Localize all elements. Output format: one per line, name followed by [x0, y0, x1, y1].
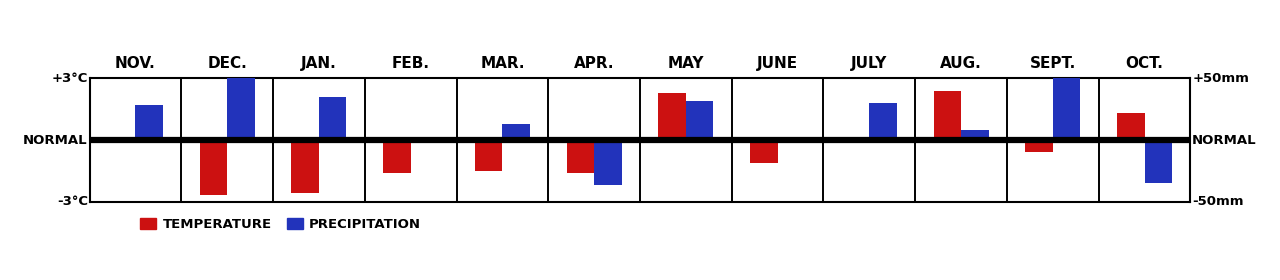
Bar: [136, 105, 163, 140]
Bar: [1117, 113, 1144, 140]
Bar: [961, 130, 988, 140]
Bar: [319, 97, 347, 140]
Bar: [686, 101, 713, 140]
Bar: [292, 140, 319, 193]
Bar: [1144, 140, 1172, 183]
Text: +50mm: +50mm: [1192, 72, 1249, 85]
Legend: TEMPERATURE, PRECIPITATION: TEMPERATURE, PRECIPITATION: [140, 218, 421, 231]
Bar: [658, 93, 686, 140]
Bar: [200, 140, 228, 195]
Bar: [383, 140, 411, 173]
Bar: [1025, 140, 1053, 152]
Bar: [869, 103, 897, 140]
Bar: [567, 140, 594, 173]
Bar: [750, 140, 778, 163]
Text: NORMAL: NORMAL: [23, 134, 88, 146]
Text: -50mm: -50mm: [1192, 195, 1244, 208]
Bar: [1053, 70, 1080, 140]
Bar: [503, 123, 530, 140]
Bar: [475, 140, 503, 171]
Text: -3°C: -3°C: [56, 195, 88, 208]
Bar: [933, 91, 961, 140]
Text: NORMAL: NORMAL: [1192, 134, 1257, 146]
Bar: [594, 140, 622, 185]
Bar: [228, 78, 255, 140]
Text: +3°C: +3°C: [51, 72, 88, 85]
